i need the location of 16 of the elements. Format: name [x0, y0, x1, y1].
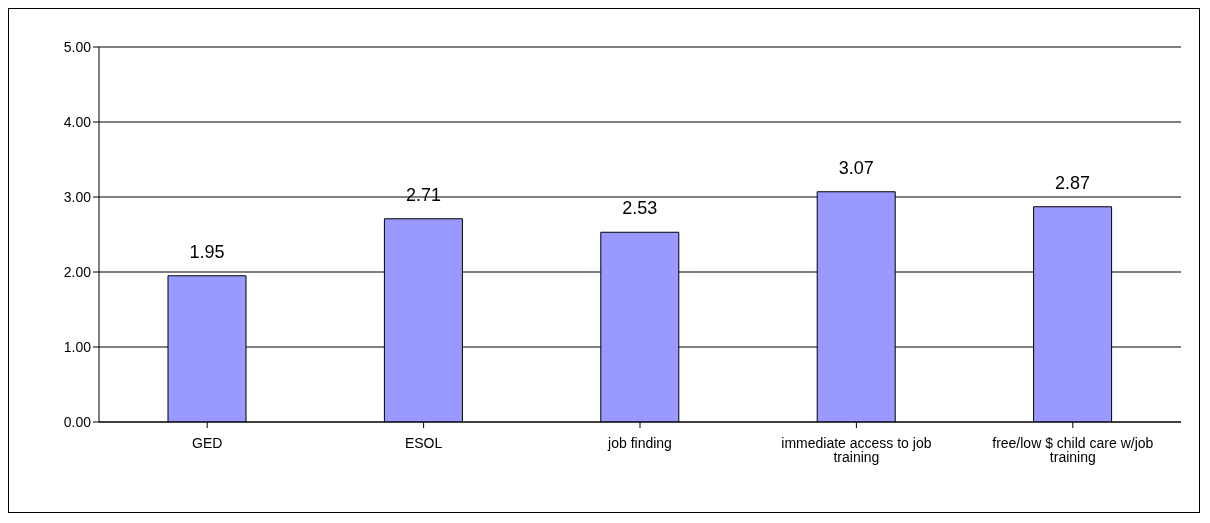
y-tick-label: 5.00: [63, 38, 92, 55]
x-tick-label: GED: [192, 434, 223, 451]
y-tick-label: 2.00: [63, 263, 92, 280]
data-label: 2.71: [405, 184, 441, 205]
data-label: 1.95: [189, 241, 225, 262]
y-tick-label: 3.00: [63, 188, 92, 205]
data-label: 3.07: [838, 157, 874, 178]
y-tick-label: 4.00: [63, 113, 92, 130]
x-tick-label: immediate access to job training: [781, 434, 932, 465]
x-tick-label: free/low $ child care w/job training: [992, 434, 1154, 465]
data-label: 2.87: [1055, 172, 1091, 193]
y-tick-label: 1.00: [63, 338, 92, 355]
x-tick-label: job finding: [607, 434, 672, 451]
x-tick-label: ESOL: [404, 434, 443, 451]
y-tick-label: 0.00: [63, 413, 92, 430]
data-label: 2.53: [622, 198, 658, 219]
